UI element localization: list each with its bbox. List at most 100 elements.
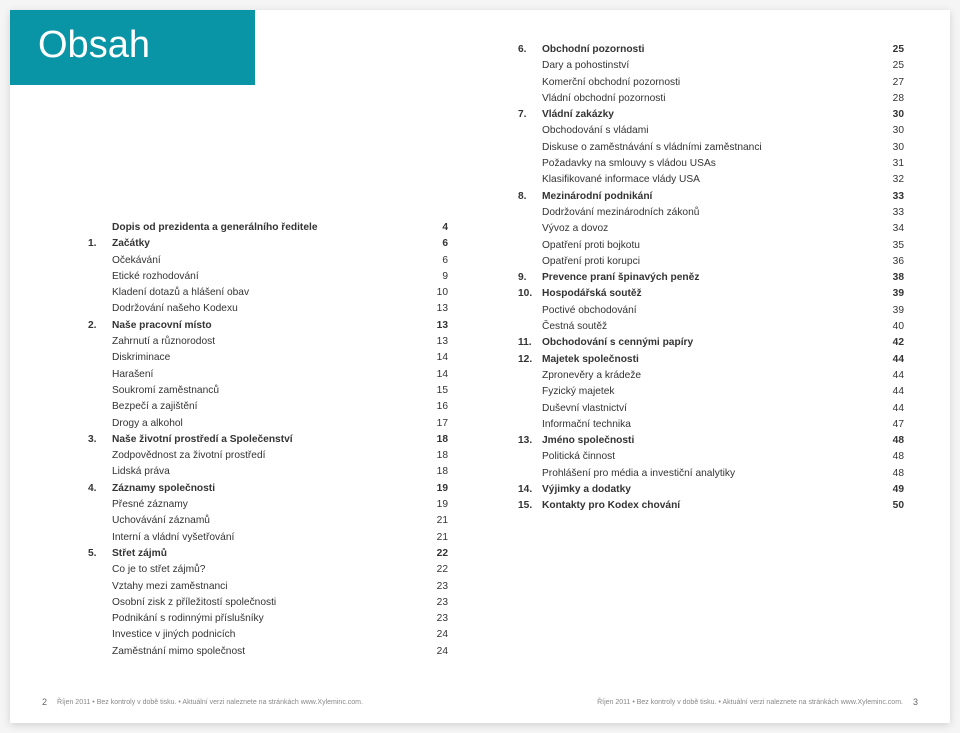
toc-row-page: 48 — [874, 449, 904, 464]
right-page: 6.Obchodní pozornosti25Dary a pohostinst… — [480, 10, 950, 723]
toc-row-page: 27 — [874, 75, 904, 90]
toc-row-page: 44 — [874, 352, 904, 367]
toc-row-number: 10. — [518, 286, 542, 301]
toc-row-page: 4 — [418, 220, 448, 235]
page-number-right: 3 — [913, 697, 918, 707]
toc-row-label: Dopis od prezidenta a generálního ředite… — [112, 220, 418, 235]
toc-row-page: 47 — [874, 417, 904, 432]
toc-row-number: 1. — [88, 236, 112, 251]
toc-row-label: Kontakty pro Kodex chování — [542, 498, 874, 513]
footer-left: 2 Říjen 2011 • Bez kontroly v době tisku… — [42, 697, 448, 707]
toc-row-page: 30 — [874, 123, 904, 138]
page-spread: Obsah Dopis od prezidenta a generálního … — [10, 10, 950, 723]
toc-row-label: Dary a pohostinství — [542, 58, 874, 73]
toc-row-label: Interní a vládní vyšetřování — [112, 530, 418, 545]
toc-row-page: 14 — [418, 367, 448, 382]
toc-row-label: Dodržování našeho Kodexu — [112, 301, 418, 316]
toc-row-page: 22 — [418, 546, 448, 561]
toc-row-page: 44 — [874, 401, 904, 416]
toc-row-label: Vývoz a dovoz — [542, 221, 874, 236]
toc-row-label: Prevence praní špinavých peněz — [542, 270, 874, 285]
toc-row: Soukromí zaměstnanců15 — [88, 383, 448, 398]
toc-row-label: Duševní vlastnictví — [542, 401, 874, 416]
toc-row: 2.Naše pracovní místo13 — [88, 318, 448, 333]
toc-row: Očekávání6 — [88, 253, 448, 268]
footer-text: Říjen 2011 • Bez kontroly v době tisku. … — [597, 699, 903, 706]
toc-row: Požadavky na smlouvy s vládou USAs31 — [518, 156, 904, 171]
toc-row-page: 44 — [874, 384, 904, 399]
toc-row: 3.Naše životní prostředí a Společenství1… — [88, 432, 448, 447]
toc-row: Investice v jiných podnicích24 — [88, 627, 448, 642]
toc-row-page: 40 — [874, 319, 904, 334]
toc-row-label: Naše pracovní místo — [112, 318, 418, 333]
toc-row: Přesné záznamy19 — [88, 497, 448, 512]
toc-row-page: 28 — [874, 91, 904, 106]
toc-row: Drogy a alkohol17 — [88, 416, 448, 431]
toc-row-label: Lidská práva — [112, 464, 418, 479]
toc-row: Zahrnutí a různorodost13 — [88, 334, 448, 349]
toc-row-page: 39 — [874, 303, 904, 318]
toc-row-label: Klasifikované informace vlády USA — [542, 172, 874, 187]
toc-row-number: 11. — [518, 335, 542, 350]
toc-row: 8.Mezinárodní podnikání33 — [518, 189, 904, 204]
toc-row-number: 6. — [518, 42, 542, 57]
toc-row-page: 39 — [874, 286, 904, 301]
left-page: Obsah Dopis od prezidenta a generálního … — [10, 10, 480, 723]
page-number-left: 2 — [42, 697, 47, 707]
toc-row-label: Osobní zisk z příležitostí společnosti — [112, 595, 418, 610]
toc-row: Bezpečí a zajištění16 — [88, 399, 448, 414]
toc-row-page: 32 — [874, 172, 904, 187]
toc-row-label: Diskriminace — [112, 350, 418, 365]
toc-row-label: Požadavky na smlouvy s vládou USAs — [542, 156, 874, 171]
toc-row-page: 48 — [874, 433, 904, 448]
toc-row: Vládní obchodní pozornosti28 — [518, 91, 904, 106]
toc-row: Diskriminace14 — [88, 350, 448, 365]
toc-row-page: 25 — [874, 58, 904, 73]
toc-row: Zaměstnání mimo společnost24 — [88, 644, 448, 659]
toc-row: 13.Jméno společnosti48 — [518, 433, 904, 448]
toc-row-page: 30 — [874, 107, 904, 122]
toc-row-page: 34 — [874, 221, 904, 236]
toc-row-page: 35 — [874, 238, 904, 253]
footer-text: Říjen 2011 • Bez kontroly v době tisku. … — [57, 699, 363, 706]
toc-row-number: 8. — [518, 189, 542, 204]
toc-row-label: Zpronevěry a krádeže — [542, 368, 874, 383]
toc-row: Informační technika47 — [518, 417, 904, 432]
toc-row: 5.Střet zájmů22 — [88, 546, 448, 561]
toc-row-page: 23 — [418, 595, 448, 610]
toc-row-label: Hospodářská soutěž — [542, 286, 874, 301]
toc-row-label: Vládní obchodní pozornosti — [542, 91, 874, 106]
toc-row-label: Prohlášení pro média a investiční analyt… — [542, 466, 874, 481]
toc-row-label: Informační technika — [542, 417, 874, 432]
toc-row: Diskuse o zaměstnávání s vládními zaměst… — [518, 140, 904, 155]
toc-row-label: Komerční obchodní pozornosti — [542, 75, 874, 90]
toc-row-label: Záznamy společnosti — [112, 481, 418, 496]
toc-row-label: Poctivé obchodování — [542, 303, 874, 318]
toc-row-label: Střet zájmů — [112, 546, 418, 561]
toc-row-page: 33 — [874, 205, 904, 220]
toc-row-label: Opatření proti bojkotu — [542, 238, 874, 253]
toc-row-label: Harašení — [112, 367, 418, 382]
toc-row-label: Bezpečí a zajištění — [112, 399, 418, 414]
toc-row-page: 13 — [418, 334, 448, 349]
toc-row-page: 38 — [874, 270, 904, 285]
toc-row-page: 9 — [418, 269, 448, 284]
toc-row-label: Zaměstnání mimo společnost — [112, 644, 418, 659]
toc-row-label: Jméno společnosti — [542, 433, 874, 448]
toc-row-label: Výjimky a dodatky — [542, 482, 874, 497]
toc-row: Osobní zisk z příležitostí společnosti23 — [88, 595, 448, 610]
toc-row-label: Dodržování mezinárodních zákonů — [542, 205, 874, 220]
toc-row: Dopis od prezidenta a generálního ředite… — [88, 220, 448, 235]
toc-row-label: Zahrnutí a různorodost — [112, 334, 418, 349]
toc-row-label: Zodpovědnost za životní prostředí — [112, 448, 418, 463]
toc-row: 15.Kontakty pro Kodex chování50 — [518, 498, 904, 513]
toc-row-label: Mezinárodní podnikání — [542, 189, 874, 204]
toc-row-page: 6 — [418, 236, 448, 251]
toc-row-page: 19 — [418, 497, 448, 512]
toc-row-page: 18 — [418, 432, 448, 447]
toc-row-page: 18 — [418, 448, 448, 463]
toc-row: Prohlášení pro média a investiční analyt… — [518, 466, 904, 481]
toc-row-label: Přesné záznamy — [112, 497, 418, 512]
toc-row-label: Obchodní pozornosti — [542, 42, 874, 57]
toc-row: Obchodování s vládami30 — [518, 123, 904, 138]
